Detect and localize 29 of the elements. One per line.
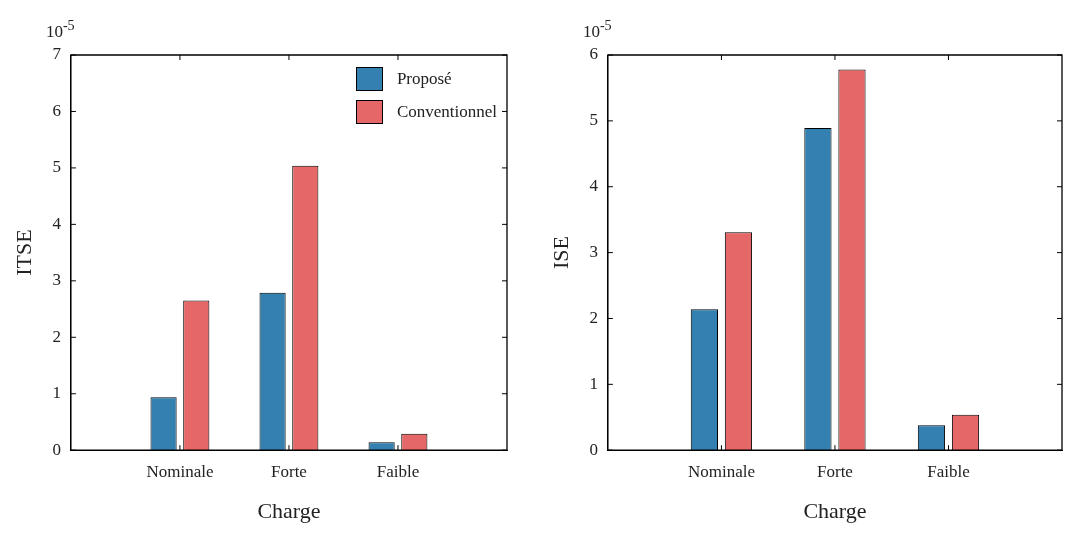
- y-tick-label: 2: [589, 307, 598, 327]
- y-tick-label: 6: [589, 44, 598, 64]
- x-tick-label: Nominale: [146, 461, 214, 481]
- x-tick-label: Faible: [376, 461, 420, 481]
- legend-label: Conventionnel: [396, 101, 497, 122]
- y-tick-label: 7: [52, 44, 62, 64]
- y-tick-label: 3: [52, 270, 61, 290]
- y-tick-label: 1: [589, 373, 598, 393]
- text: 10$^{-5}$: [45, 17, 75, 42]
- y-tick-label: 5: [589, 110, 598, 130]
- y-tick-label: 1: [52, 383, 61, 403]
- y-tick-label: 3: [589, 242, 598, 262]
- y-axis-title: ISE: [547, 236, 573, 270]
- x-tick-label: Faible: [927, 461, 970, 481]
- y-tick-label: 6: [52, 100, 61, 120]
- y-tick-label: 4: [52, 213, 62, 233]
- x-axis-title: Charge: [803, 497, 867, 523]
- text: 10$^{-5}$: [582, 17, 612, 42]
- x-tick-label: Forte: [271, 461, 307, 481]
- y-tick-label: 0: [52, 439, 61, 459]
- y-tick-label: 4: [589, 176, 599, 196]
- x-tick-label: Forte: [817, 461, 853, 481]
- y-tick-label: 0: [589, 439, 598, 459]
- legend-label: Proposé: [396, 68, 452, 89]
- y-tick-label: 5: [52, 157, 61, 177]
- x-axis-title: Charge: [257, 497, 321, 523]
- x-tick-label: Nominale: [687, 461, 755, 481]
- y-axis-title: ITSE: [10, 229, 36, 276]
- y-tick-label: 2: [52, 326, 61, 346]
